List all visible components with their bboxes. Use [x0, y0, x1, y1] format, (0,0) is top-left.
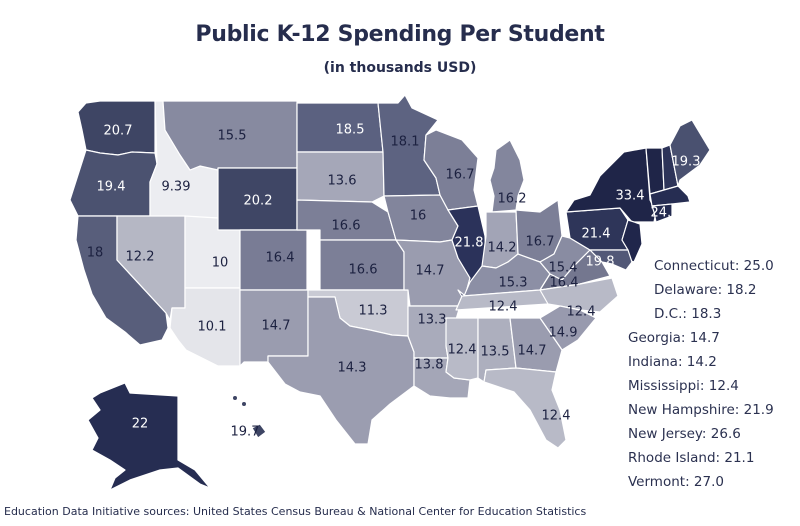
label-il: 21.8	[455, 236, 484, 251]
callout-dc: D.C.: 18.3	[654, 306, 722, 322]
label-mt: 15.5	[218, 129, 247, 144]
label-ky: 15.3	[499, 276, 528, 291]
label-tn: 12.4	[489, 300, 518, 315]
label-wy: 20.2	[244, 194, 273, 209]
label-ia: 16	[410, 209, 427, 224]
label-hi: 19.7	[231, 425, 260, 440]
label-nm: 14.7	[262, 319, 291, 334]
label-id: 9.39	[162, 180, 191, 195]
label-ar: 13.3	[418, 313, 447, 328]
chart-title: Public K-12 Spending Per Student	[195, 22, 605, 47]
label-ks: 16.6	[349, 263, 378, 278]
state-north-carolina[interactable]	[539, 277, 619, 313]
state-florida[interactable]	[483, 367, 567, 449]
label-me: 19.3	[672, 155, 701, 170]
label-co: 16.4	[266, 251, 295, 266]
label-wi: 16.7	[446, 168, 475, 183]
label-ak: 22	[132, 417, 149, 432]
state-connecticut[interactable]	[651, 203, 673, 223]
state-hawaii[interactable]	[251, 423, 267, 439]
label-ga: 14.7	[518, 344, 547, 359]
label-wa: 20.7	[104, 124, 133, 139]
label-nc: 12.4	[567, 305, 596, 320]
label-tx: 14.3	[338, 361, 367, 376]
label-nd: 18.5	[336, 123, 365, 138]
state-maine[interactable]	[669, 119, 711, 187]
label-ny: 33.4	[616, 189, 645, 204]
callout-new-hampshire: New Hampshire: 21.9	[628, 402, 774, 418]
label-ca: 18	[87, 246, 104, 261]
label-or: 19.4	[97, 180, 126, 195]
callout-georgia: Georgia: 14.7	[628, 330, 720, 346]
state-hawaii-island	[242, 402, 246, 406]
label-la: 13.8	[415, 358, 444, 373]
callout-vermont: Vermont: 27.0	[628, 474, 724, 490]
state-texas[interactable]	[267, 296, 415, 445]
label-ma: 24.4	[651, 206, 680, 221]
callout-new-jersey: New Jersey: 26.6	[628, 426, 741, 442]
label-ut: 10	[212, 256, 229, 271]
label-az: 10.1	[198, 320, 227, 335]
state-alaska[interactable]	[87, 382, 211, 491]
state-hawaii-island	[233, 396, 237, 400]
small-state-callouts: Connecticut: 25.0 Delaware: 18.2 D.C.: 1…	[628, 254, 800, 494]
label-ne: 16.6	[332, 219, 361, 234]
label-va: 16.4	[550, 276, 579, 291]
label-ok: 11.3	[359, 304, 388, 319]
label-ms: 12.4	[448, 343, 477, 358]
callout-delaware: Delaware: 18.2	[654, 282, 757, 298]
label-md: 19.8	[586, 255, 615, 270]
callout-mississippi: Mississippi: 12.4	[628, 378, 739, 394]
label-al: 13.5	[481, 345, 510, 360]
label-sc: 14.9	[549, 326, 578, 341]
label-nv: 12.2	[126, 250, 155, 265]
state-south-dakota[interactable]	[296, 151, 385, 203]
callout-connecticut: Connecticut: 25.0	[654, 258, 774, 274]
label-mn: 18.1	[391, 135, 420, 150]
state-maryland[interactable]	[589, 249, 633, 271]
label-mi: 16.2	[498, 192, 527, 207]
label-mo: 14.7	[416, 264, 445, 279]
label-in: 14.2	[488, 241, 517, 256]
source-note: Education Data Initiative sources: Unite…	[4, 505, 587, 518]
label-wv: 15.4	[549, 261, 578, 276]
callout-indiana: Indiana: 14.2	[628, 354, 717, 370]
chart-subtitle: (in thousands USD)	[323, 60, 477, 76]
callout-rhode-island: Rhode Island: 21.1	[628, 450, 755, 466]
label-sd: 13.6	[328, 174, 357, 189]
label-oh: 16.7	[526, 235, 555, 250]
label-pa: 21.4	[582, 227, 611, 242]
label-fl: 12.4	[542, 409, 571, 424]
state-georgia[interactable]	[509, 317, 563, 373]
